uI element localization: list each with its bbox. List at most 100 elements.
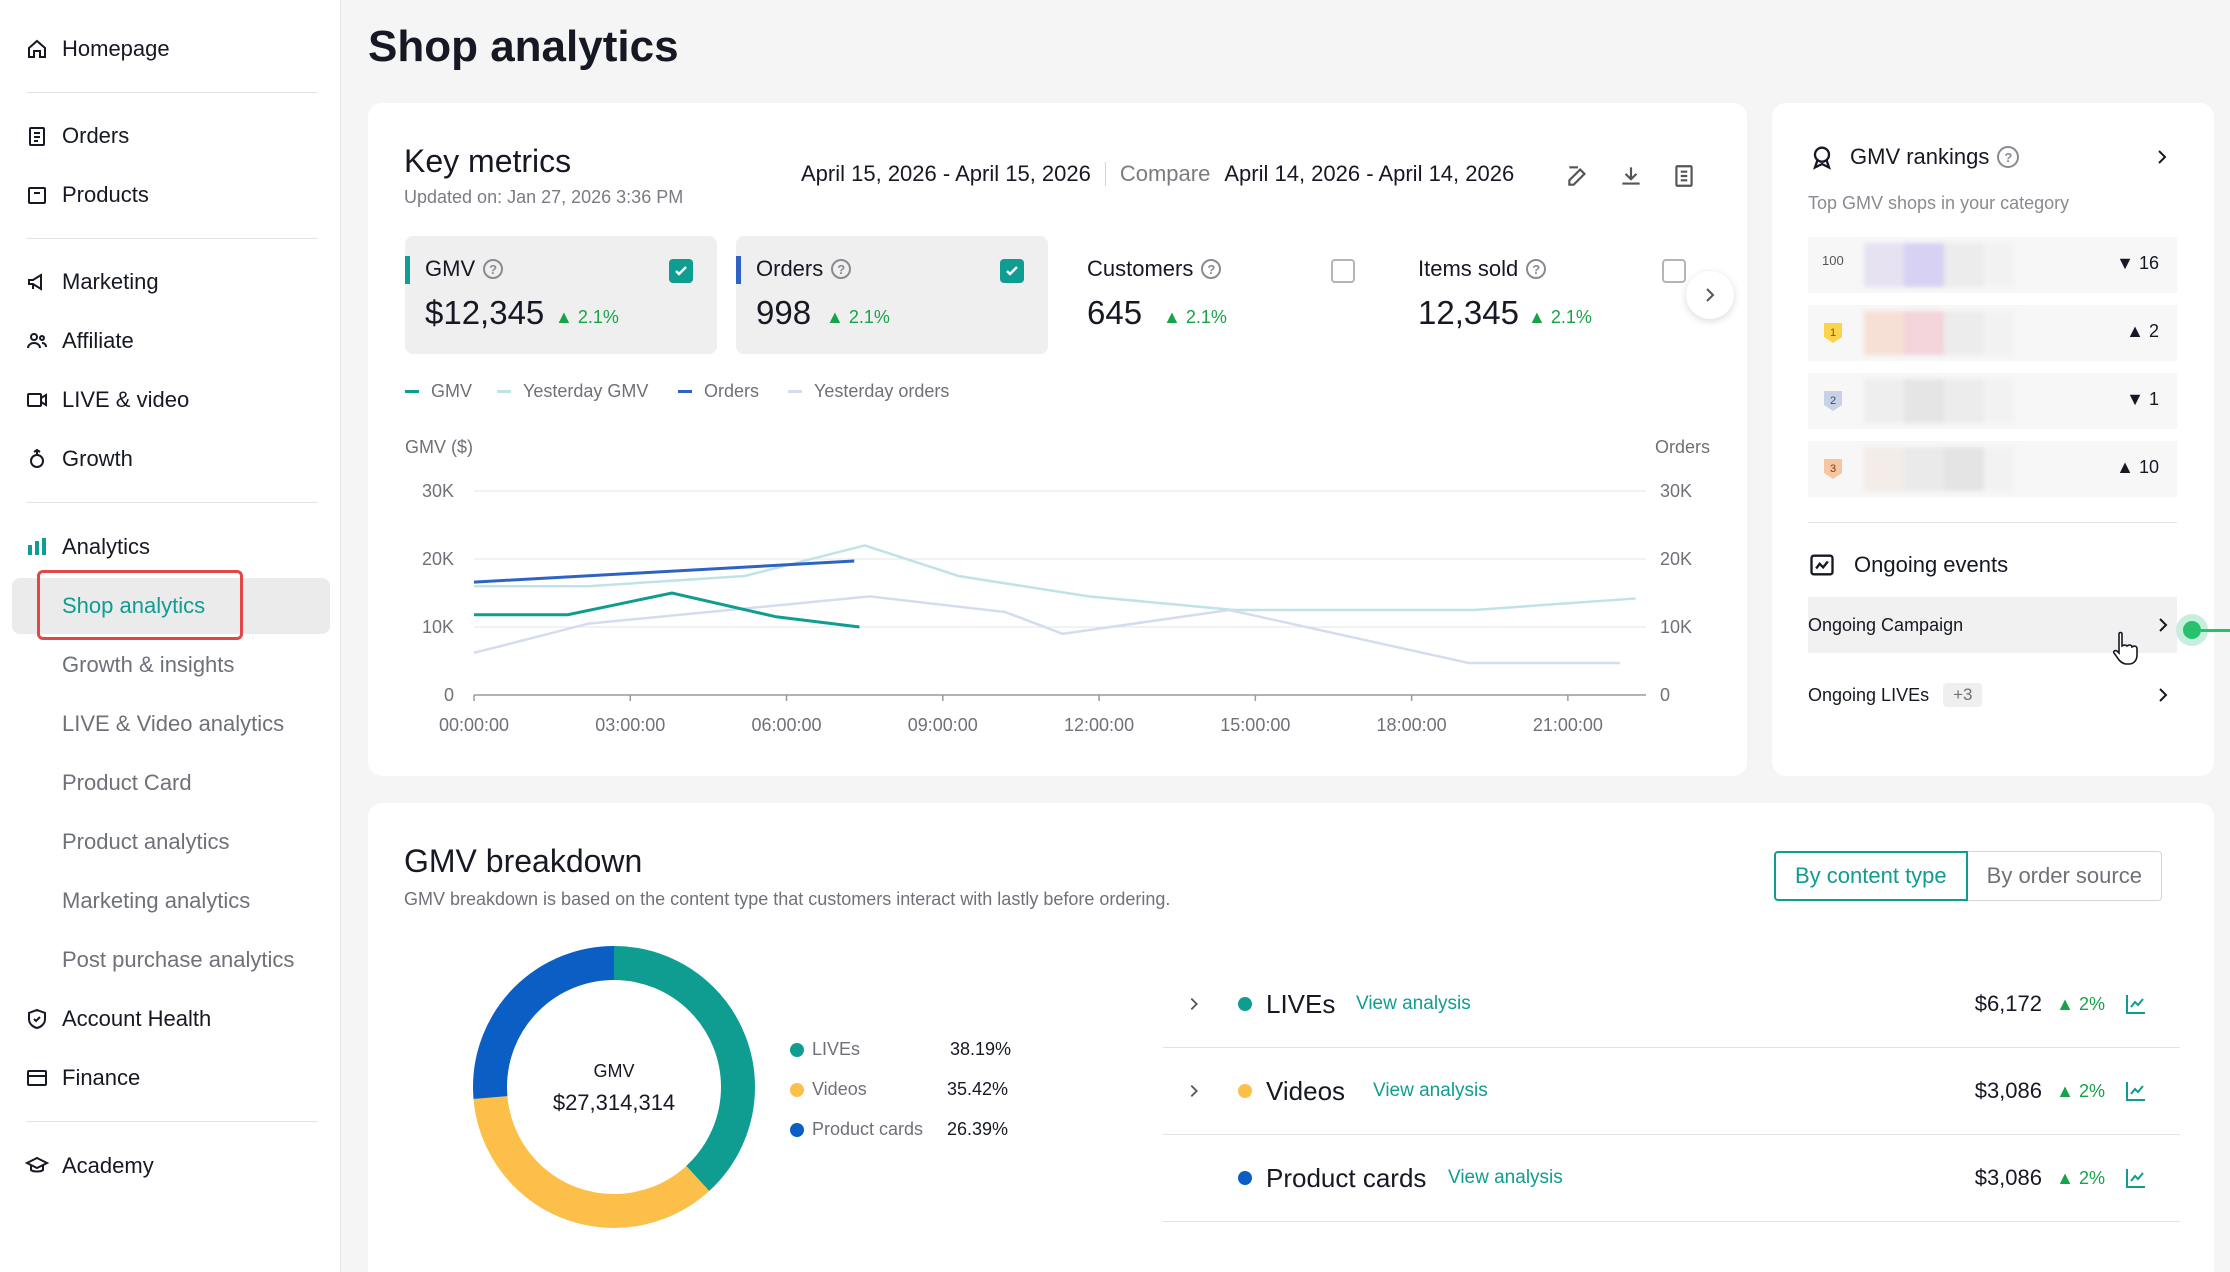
metric-checkbox[interactable] [1331, 259, 1355, 283]
row-change-value: 2% [2078, 993, 2105, 1014]
ranking-row[interactable]: 3 ▲ 10 [1808, 441, 2177, 497]
metric-gmv[interactable]: GMV? $12,345 ▲ 2.1% [405, 236, 717, 354]
trend-icon[interactable] [2124, 1166, 2148, 1190]
donut-slice-videos [473, 946, 755, 1228]
rankings-subtitle: Top GMV shops in your category [1808, 193, 2070, 213]
nav-orders[interactable]: Orders [24, 116, 129, 156]
trend-icon[interactable] [2124, 992, 2148, 1016]
line-chart: 30K 30K 20K 20K 10K 10K 0 0 00:00:00 03:00:00 06:0… [422, 481, 1692, 735]
metric-change: ▲ 2.1% [555, 307, 619, 327]
metric-checkbox[interactable] [1000, 259, 1024, 283]
metric-checkbox[interactable] [669, 259, 693, 283]
next-metrics-button[interactable] [1686, 271, 1734, 319]
metric-name: Customers? [1087, 256, 1222, 282]
legend-label: LIVEs [812, 1039, 861, 1059]
edit-icon[interactable] [1565, 163, 1591, 189]
view-analysis-link[interactable]: View analysis [1356, 993, 1471, 1014]
metric-change: ▲ 2.1% [1528, 307, 1592, 327]
chevron-right-icon[interactable] [2152, 147, 2172, 167]
legend-swatch [678, 390, 692, 393]
tab-by-order-source[interactable]: By order source [1967, 851, 2162, 901]
tab-by-content-type[interactable]: By content type [1774, 851, 1968, 901]
updated-timestamp: Updated on: Jan 27, 2026 3:36 PM [404, 187, 684, 207]
nav-account-health[interactable]: Account Health [24, 999, 211, 1039]
nav-live-video[interactable]: LIVE & video [24, 380, 189, 420]
gmv-rankings-card: GMV rankings ? Top GMV shops in your cat… [1772, 103, 2214, 776]
chevron-right-icon[interactable] [1185, 1082, 1203, 1100]
x-tick-label: 09:00:00 [908, 715, 978, 735]
breakdown-row-videos[interactable]: Videos View analysis $3,086 ▲ 2% [1163, 1048, 2180, 1135]
ongoing-campaign-row[interactable]: Ongoing Campaign [1808, 597, 2177, 653]
chevron-right-icon[interactable] [1185, 995, 1203, 1013]
chevron-right-icon [2159, 618, 2168, 632]
nav-post-purchase-analytics[interactable]: Post purchase analytics [62, 947, 295, 972]
ranking-row[interactable]: 2 ▼ 1 [1808, 373, 2177, 429]
check-icon [1006, 266, 1018, 276]
y2-tick-label: 0 [1660, 685, 1670, 705]
nav-growth[interactable]: Growth [24, 439, 133, 479]
nav-affiliate[interactable]: Affiliate [24, 321, 134, 361]
rank-delta: ▲ 10 [2116, 457, 2159, 477]
download-icon[interactable] [1618, 163, 1644, 189]
metric-items-sold[interactable]: Items sold? 12,345 ▲ 2.1% [1398, 236, 1710, 354]
selection-outline [37, 570, 243, 640]
nav-academy[interactable]: Academy [24, 1146, 154, 1186]
nav-affiliate-label: Affiliate [62, 328, 134, 353]
donut-center: GMV $27,314,314 [514, 1061, 714, 1116]
trend-chart-icon [1810, 554, 1834, 576]
nav-product-card[interactable]: Product Card [62, 770, 192, 795]
ranking-row[interactable]: 1 ▲ 2 [1808, 305, 2177, 361]
nav-growth-insights[interactable]: Growth & insights [62, 652, 235, 677]
metric-checkbox[interactable] [1662, 259, 1686, 283]
graduation-cap-icon [24, 1153, 50, 1179]
legend-label: Yesterday GMV [523, 381, 649, 401]
series-line-yesterday-gmv [474, 544, 1636, 612]
help-icon[interactable]: ? [831, 259, 852, 279]
ongoing-lives-row[interactable]: Ongoing LIVEs +3 [1808, 667, 2177, 723]
nav-shop-analytics[interactable]: Shop analytics [62, 593, 206, 618]
date-range[interactable]: April 15, 2026 - April 15, 2026 [801, 161, 1091, 186]
divider [26, 1121, 318, 1122]
nav-marketing[interactable]: Marketing [24, 262, 159, 302]
breakdown-row-lives[interactable]: LIVEs View analysis $6,172 ▲ 2% [1163, 961, 2180, 1048]
active-highlight [12, 578, 330, 634]
key-metrics-card: Key metrics Updated on: Jan 27, 2026 3:3… [368, 103, 1747, 776]
nav-homepage[interactable]: Homepage [24, 29, 170, 69]
nav-analytics-label: Analytics [62, 534, 151, 559]
report-icon[interactable] [1671, 163, 1697, 189]
row-name: Product cards [1266, 1162, 1427, 1193]
series-line-yesterday-orders [473, 595, 1620, 665]
nav-products-label: Products [62, 182, 149, 207]
nav-marketing-analytics[interactable]: Marketing analytics [62, 888, 251, 913]
help-icon[interactable]: ? [1201, 259, 1222, 279]
help-icon[interactable]: ? [1997, 146, 2020, 168]
legend-pct: 38.19% [950, 1039, 1012, 1059]
legend-orders: Orders [678, 381, 759, 402]
trend-icon[interactable] [2124, 1079, 2148, 1103]
date-range-picker[interactable]: April 15, 2026 - April 15, 2026 Compare … [801, 161, 1514, 187]
view-analysis-link[interactable]: View analysis [1448, 1167, 1563, 1188]
rank-delta: ▼ 16 [2116, 253, 2159, 273]
gmv-rankings-header[interactable]: GMV rankings ? [1808, 143, 2020, 171]
nav-analytics[interactable]: Analytics [24, 527, 150, 567]
x-tick-label: 00:00:00 [439, 715, 509, 735]
growth-icon [24, 446, 50, 472]
metric-customers[interactable]: Customers? 645 ▲ 2.1% [1067, 236, 1379, 354]
row-name: LIVEs [1266, 988, 1336, 1019]
ongoing-events-header: Ongoing events [1808, 551, 2008, 579]
ranking-row[interactable]: 100 ▼ 16 [1808, 237, 2177, 293]
donut-legend-videos: Videos 35.42% [790, 1079, 1008, 1100]
breakdown-row-product-cards[interactable]: Product cards View analysis $3,086 ▲ 2% [1163, 1135, 2180, 1222]
view-analysis-link[interactable]: View analysis [1373, 1080, 1488, 1101]
row-change-value: 2% [2078, 1080, 2105, 1101]
compare-range[interactable]: April 14, 2026 - April 14, 2026 [1224, 161, 1515, 186]
nav-products[interactable]: Products [24, 175, 149, 215]
y-tick-label: 10K [422, 617, 454, 637]
help-icon[interactable]: ? [1526, 259, 1547, 279]
metric-orders[interactable]: Orders? 998 ▲ 2.1% [736, 236, 1048, 354]
nav-finance[interactable]: Finance [24, 1058, 140, 1098]
nav-live-video-analytics[interactable]: LIVE & Video analytics [62, 711, 285, 736]
help-icon[interactable]: ? [483, 259, 504, 279]
nav-product-analytics[interactable]: Product analytics [62, 829, 230, 854]
series-line-orders [473, 559, 855, 584]
